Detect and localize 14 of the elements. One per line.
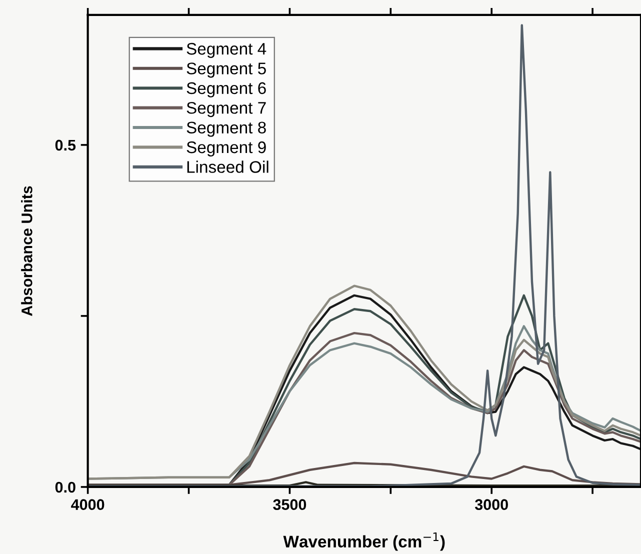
legend-label: Segment 6 bbox=[186, 82, 266, 98]
x-tick-label: 3000 bbox=[474, 499, 508, 510]
legend-label: Segment 5 bbox=[186, 62, 266, 78]
x-tick-label: 4000 bbox=[71, 499, 104, 510]
legend-label: Segment 4 bbox=[186, 42, 266, 58]
x-tick-label: 3500 bbox=[273, 499, 306, 510]
y-tick-label: 0.5 bbox=[55, 140, 76, 151]
legend-label: Segment 7 bbox=[186, 102, 266, 118]
y-axis-title: Absorbance Units bbox=[21, 186, 32, 316]
y-tick-label: 0.0 bbox=[55, 482, 76, 493]
legend-label: Segment 8 bbox=[186, 122, 266, 137]
legend-label: Linseed Oil bbox=[187, 160, 268, 173]
x-axis-title: Wavenumber (cm$^{−1}$) bbox=[283, 532, 445, 551]
legend-label: Segment 9 bbox=[186, 141, 266, 157]
